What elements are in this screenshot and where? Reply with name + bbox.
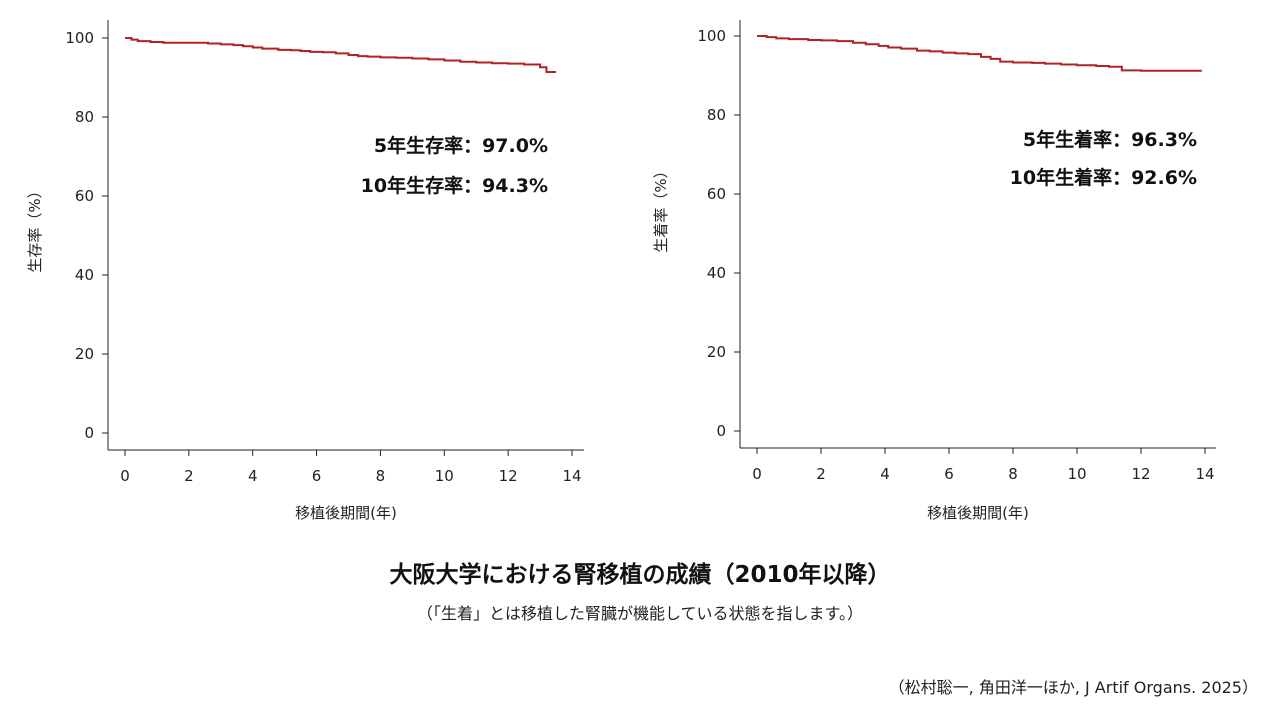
y-tick-label: 100 — [65, 29, 94, 47]
x-tick-label: 6 — [944, 465, 954, 483]
x-tick-label: 6 — [312, 467, 322, 485]
y-tick-label: 40 — [707, 264, 726, 282]
survival-curve — [125, 37, 557, 73]
y-tick-label: 0 — [716, 422, 726, 440]
y-tick-label: 20 — [75, 345, 94, 363]
rate-annotation: 10年生存率：94.3% — [361, 174, 548, 197]
x-tick-label: 4 — [880, 465, 890, 483]
x-axis-title: 移植後期間(年) — [927, 504, 1029, 522]
x-tick-label: 14 — [1195, 465, 1214, 483]
figure-title: 大阪大学における腎移植の成績（2010年以降） — [389, 562, 891, 588]
x-tick-label: 8 — [1008, 465, 1018, 483]
x-tick-label: 14 — [562, 467, 581, 485]
survival-curve — [757, 35, 1202, 72]
x-tick-label: 0 — [752, 465, 762, 483]
rate-annotation: 10年生着率：92.6% — [1010, 166, 1197, 189]
y-tick-label: 80 — [75, 108, 94, 126]
y-tick-label: 80 — [707, 106, 726, 124]
y-tick-label: 60 — [75, 187, 94, 205]
x-tick-label: 10 — [435, 467, 454, 485]
y-tick-label: 20 — [707, 343, 726, 361]
rate-annotation: 5年生着率：96.3% — [1023, 128, 1197, 151]
x-tick-label: 2 — [816, 465, 826, 483]
y-axis-title: 生着率（%） — [652, 163, 670, 252]
y-tick-label: 100 — [697, 27, 726, 45]
x-tick-label: 12 — [1131, 465, 1150, 483]
x-tick-label: 0 — [120, 467, 130, 485]
figure-subtitle: （「生着」とは移植した腎臓が機能している状態を指します。） — [417, 604, 863, 623]
x-tick-label: 10 — [1067, 465, 1086, 483]
rate-annotation: 5年生存率：97.0% — [374, 134, 548, 157]
y-axis-title: 生存率（%） — [26, 183, 44, 272]
y-tick-label: 0 — [84, 424, 94, 442]
x-tick-label: 12 — [499, 467, 518, 485]
x-tick-label: 4 — [248, 467, 258, 485]
x-tick-label: 8 — [376, 467, 386, 485]
y-tick-label: 40 — [75, 266, 94, 284]
x-axis-title: 移植後期間(年) — [295, 504, 397, 522]
graft-survival-chart: 0 20 40 60 80 100 0 2 4 6 8 10 12 14 移植後期間(年) 生着率（%） 5年生… — [652, 20, 1216, 522]
y-tick-label: 60 — [707, 185, 726, 203]
patient-survival-chart: 0 20 40 60 80 100 0 2 4 6 8 10 12 14 移植後期間(年) 生存率（%） 5年生… — [26, 20, 584, 522]
x-tick-label: 2 — [184, 467, 194, 485]
figure-source: （松村聡一, 角田洋一ほか, J Artif Organs. 2025） — [888, 678, 1258, 697]
